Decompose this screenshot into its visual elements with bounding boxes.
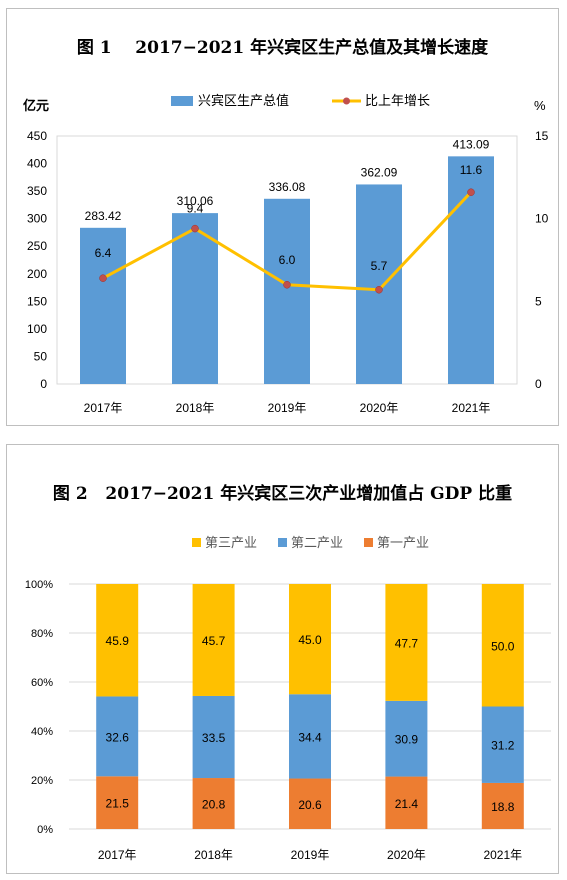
gdp-bar-label: 336.08 — [269, 180, 306, 194]
legend-label-gdp: 兴宾区生产总值 — [198, 93, 289, 108]
y-axis-tick-label: 20% — [31, 775, 53, 787]
segment-value-label: 21.5 — [106, 797, 130, 811]
chart-1-panel: 图 1 2017−2021 年兴宾区生产总值及其增长速度 0 50 100 150 20… — [6, 8, 559, 426]
left-axis-tick-label: 450 — [27, 129, 47, 143]
chart-2-plot: 0% 20% 40% 60% 80% 100% 21.5 32.6 45.9 2017年 20.8 3… — [25, 535, 551, 862]
left-axis-tick-label: 250 — [27, 239, 47, 253]
x-axis-tick-label: 2021年 — [483, 848, 522, 862]
growth-rate-point — [375, 286, 383, 294]
segment-value-label: 45.0 — [298, 633, 322, 647]
segment-value-label: 45.7 — [202, 634, 226, 648]
right-axis-unit: % — [534, 98, 546, 113]
y-axis-tick-label: 100% — [25, 579, 53, 591]
segment-value-label: 20.8 — [202, 798, 226, 812]
growth-rate-point — [99, 274, 107, 282]
legend-label-growth: 比上年增长 — [365, 93, 430, 108]
x-axis-tick-label: 2020年 — [387, 848, 426, 862]
gdp-bar — [356, 184, 402, 384]
x-axis-tick-label: 2021年 — [452, 401, 491, 415]
legend-label: 第一产业 — [377, 535, 429, 550]
chart-2-title: 图 2 2017−2021 年兴宾区三次产业增加值占 GDP 比重 — [52, 484, 513, 504]
growth-rate-point — [283, 281, 291, 289]
left-axis-tick-label: 150 — [27, 294, 47, 308]
y-axis-tick-label: 40% — [31, 726, 53, 738]
right-axis-tick-label: 5 — [535, 294, 542, 308]
stacked-bar-segment — [192, 584, 235, 696]
stacked-bar-segment — [385, 584, 428, 701]
chart-1-plot: 0 50 100 150 200 250 300 350 400 450 0 5 10 15 亿元 % 283.… — [23, 93, 549, 415]
growth-rate-label: 9.4 — [187, 202, 204, 216]
segment-value-label: 21.4 — [395, 797, 419, 811]
stacked-bar-segment — [96, 584, 139, 697]
segment-value-label: 30.9 — [395, 733, 419, 747]
stacked-bar-segment — [289, 778, 331, 829]
segment-value-label: 31.2 — [491, 739, 515, 753]
left-axis-unit: 亿元 — [23, 98, 49, 113]
segment-value-label: 20.6 — [298, 798, 322, 812]
gdp-bar-label: 283.42 — [85, 209, 122, 223]
x-axis-tick-label: 2018年 — [194, 848, 233, 862]
gdp-bar — [264, 198, 310, 384]
gdp-bar-label: 362.09 — [361, 165, 398, 179]
left-axis-tick-label: 200 — [27, 267, 47, 281]
chart-1-title: 图 1 2017−2021 年兴宾区生产总值及其增长速度 — [76, 38, 489, 58]
segment-value-label: 34.4 — [298, 730, 322, 744]
stacked-bar-segment — [96, 776, 139, 829]
segment-value-label: 18.8 — [491, 800, 515, 814]
growth-rate-point — [191, 224, 199, 233]
stacked-bar-segment — [481, 584, 524, 707]
chart-2-panel: 图 2 2017−2021 年兴宾区三次产业增加值占 GDP 比重 0% 20% 4… — [6, 444, 559, 874]
stacked-bar-segment — [385, 700, 428, 777]
segment-value-label: 32.6 — [106, 730, 130, 744]
x-axis-tick-label: 2018年 — [176, 401, 215, 415]
x-axis-tick-label: 2019年 — [268, 401, 307, 415]
stacked-bar-segment — [192, 695, 235, 779]
legend-swatch — [278, 538, 287, 547]
stacked-bar-segment — [385, 776, 428, 829]
growth-rate-point — [467, 188, 475, 196]
growth-rate-label: 6.0 — [279, 253, 296, 267]
legend-label: 第二产业 — [291, 535, 343, 550]
gdp-bar — [172, 213, 218, 384]
y-axis-tick-label: 60% — [31, 677, 53, 689]
legend-marker-growth — [343, 97, 350, 105]
right-axis-tick-label: 0 — [535, 377, 542, 391]
x-axis-tick-label: 2017年 — [84, 401, 123, 415]
stacked-bar-segment — [481, 782, 524, 829]
segment-value-label: 47.7 — [395, 636, 419, 650]
segment-value-label: 45.9 — [106, 634, 130, 648]
left-axis-tick-label: 100 — [27, 322, 47, 336]
gdp-bar — [80, 227, 126, 384]
left-axis-tick-label: 350 — [27, 184, 47, 198]
gdp-bar-label: 310.06 — [177, 194, 214, 208]
stacked-bar-segment — [289, 694, 331, 779]
left-axis-tick-label: 400 — [27, 157, 47, 171]
left-axis-tick-label: 300 — [27, 212, 47, 226]
growth-rate-label: 5.7 — [371, 259, 388, 273]
right-axis-tick-label: 15 — [535, 129, 549, 143]
legend-label: 第三产业 — [205, 535, 257, 550]
legend-swatch — [364, 538, 373, 547]
left-axis-tick-label: 0 — [40, 377, 47, 391]
x-axis-tick-label: 2019年 — [291, 848, 330, 862]
growth-rate-label: 11.6 — [460, 163, 483, 177]
x-axis-tick-label: 2017年 — [98, 848, 137, 862]
growth-rate-label: 6.4 — [95, 246, 112, 260]
legend-swatch-gdp — [171, 96, 193, 106]
y-axis-tick-label: 0% — [37, 824, 53, 836]
stacked-bar-segment — [481, 706, 524, 783]
segment-value-label: 50.0 — [491, 639, 515, 653]
stacked-bar-segment — [192, 778, 235, 829]
x-axis-tick-label: 2020年 — [360, 401, 399, 415]
segment-value-label: 33.5 — [202, 731, 226, 745]
stacked-bar-segment — [289, 584, 331, 695]
y-axis-tick-label: 80% — [31, 628, 53, 640]
legend-swatch — [192, 538, 201, 547]
left-axis-tick-label: 50 — [34, 349, 48, 363]
gdp-bar-label: 413.09 — [453, 137, 490, 151]
right-axis-tick-label: 10 — [535, 212, 549, 226]
stacked-bar-segment — [96, 696, 139, 777]
